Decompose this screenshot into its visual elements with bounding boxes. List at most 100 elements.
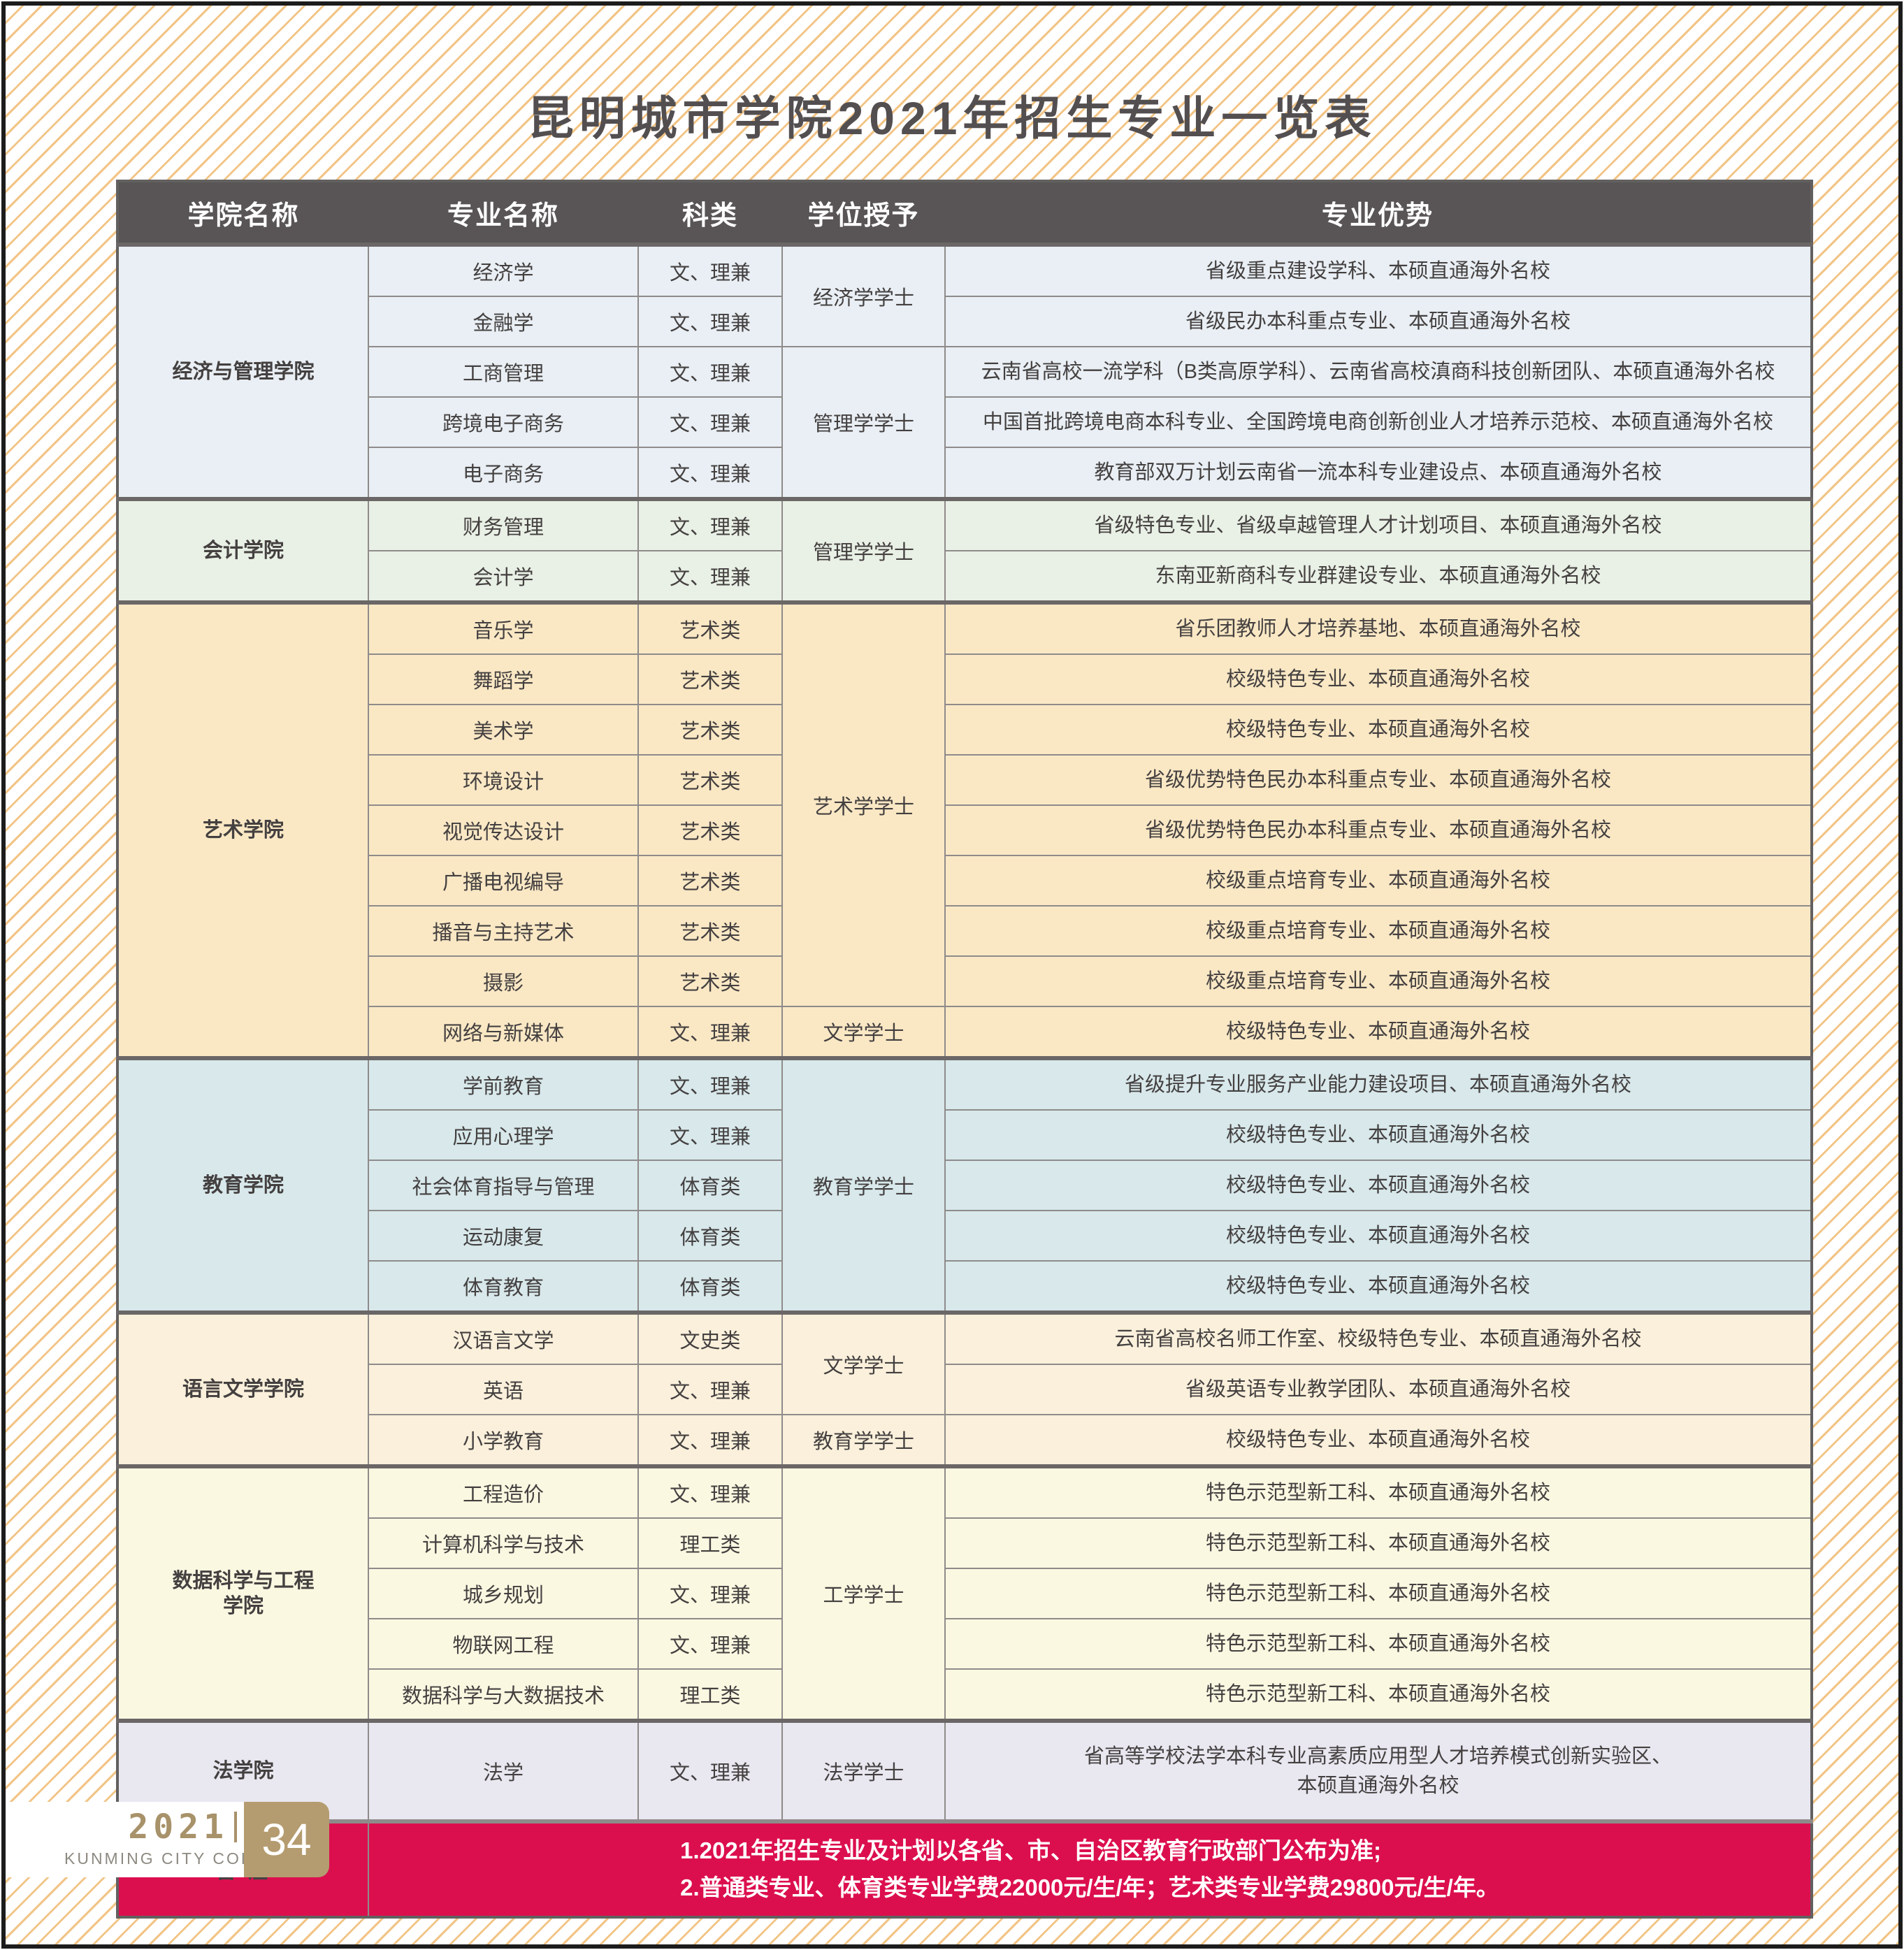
college-cell: 艺术学院 bbox=[117, 600, 369, 1059]
advantage-cell: 省级英语专业教学团队、本硕直通海外名校 bbox=[944, 1364, 1812, 1415]
table-row: 广播电视编导 艺术类 校级重点培育专业、本硕直通海外名校 bbox=[117, 855, 1812, 907]
table-row: 数据科学与大数据技术 理工类 特色示范型新工科、本硕直通海外名校 bbox=[117, 1668, 1812, 1721]
major-cell: 财务管理 bbox=[368, 497, 639, 551]
advantage-cell: 省级优势特色民办本科重点专业、本硕直通海外名校 bbox=[944, 754, 1812, 806]
remark-text: 1.2021年招生专业及计划以各省、市、自治区教育行政部门公布为准; 2.普通类… bbox=[680, 1833, 1499, 1907]
college-cell: 语言文学学院 bbox=[117, 1310, 369, 1467]
major-cell: 应用心理学 bbox=[368, 1109, 639, 1161]
category-cell: 艺术类 bbox=[637, 955, 783, 1007]
advantage-cell: 校级重点培育专业、本硕直通海外名校 bbox=[944, 855, 1812, 907]
category-cell: 文、理兼 bbox=[637, 1109, 783, 1161]
advantage-cell: 校级特色专业、本硕直通海外名校 bbox=[944, 1260, 1812, 1313]
category-cell: 艺术类 bbox=[637, 905, 783, 957]
major-cell: 播音与主持艺术 bbox=[368, 905, 639, 957]
college-cell: 数据科学与工程 学院 bbox=[117, 1464, 369, 1721]
major-cell: 物联网工程 bbox=[368, 1618, 639, 1670]
college-cell: 经济与管理学院 bbox=[117, 243, 369, 500]
advantage-cell: 教育部双万计划云南省一流本科专业建设点、本硕直通海外名校 bbox=[944, 447, 1812, 500]
degree-cell: 管理学学士 bbox=[781, 497, 946, 603]
advantage-cell: 东南亚新商科专业群建设专业、本硕直通海外名校 bbox=[944, 550, 1812, 603]
table-row: 体育教育 体育类 校级特色专业、本硕直通海外名校 bbox=[117, 1260, 1812, 1313]
table-row: 语言文学学院 汉语言文学 文史类 文学学士 云南省高校名师工作室、校级特色专业、… bbox=[117, 1310, 1812, 1467]
major-cell: 舞蹈学 bbox=[368, 653, 639, 705]
category-cell: 文、理兼 bbox=[637, 1414, 783, 1467]
major-cell: 法学 bbox=[368, 1719, 639, 1822]
degree-cell: 管理学学士 bbox=[781, 346, 946, 500]
table-row: 美术学 艺术类 校级特色专业、本硕直通海外名校 bbox=[117, 704, 1812, 756]
advantage-cell: 校级特色专业、本硕直通海外名校 bbox=[944, 1414, 1812, 1467]
major-cell: 音乐学 bbox=[368, 600, 639, 655]
table-row: 视觉传达设计 艺术类 省级优势特色民办本科重点专业、本硕直通海外名校 bbox=[117, 804, 1812, 856]
major-cell: 跨境电子商务 bbox=[368, 396, 639, 448]
table-row: 跨境电子商务 文、理兼 中国首批跨境电商本科专业、全国跨境电商创新创业人才培养示… bbox=[117, 396, 1812, 448]
category-cell: 体育类 bbox=[637, 1160, 783, 1211]
advantage-cell: 中国首批跨境电商本科专业、全国跨境电商创新创业人才培养示范校、本硕直通海外名校 bbox=[944, 396, 1812, 448]
table-row: 计算机科学与技术 理工类 特色示范型新工科、本硕直通海外名校 bbox=[117, 1517, 1812, 1569]
logo-divider bbox=[234, 1812, 237, 1842]
category-cell: 艺术类 bbox=[637, 704, 783, 756]
major-cell: 金融学 bbox=[368, 296, 639, 347]
table-row: 应用心理学 文、理兼 校级特色专业、本硕直通海外名校 bbox=[117, 1109, 1812, 1161]
major-cell: 城乡规划 bbox=[368, 1568, 639, 1619]
advantage-cell: 特色示范型新工科、本硕直通海外名校 bbox=[944, 1668, 1812, 1721]
major-cell: 数据科学与大数据技术 bbox=[368, 1668, 639, 1721]
table-row: 环境设计 艺术类 省级优势特色民办本科重点专业、本硕直通海外名校 bbox=[117, 754, 1812, 806]
category-cell: 体育类 bbox=[637, 1210, 783, 1262]
remark-line-1: 1.2021年招生专业及计划以各省、市、自治区教育行政部门公布为准; bbox=[680, 1837, 1382, 1864]
table-row: 电子商务 文、理兼 教育部双万计划云南省一流本科专业建设点、本硕直通海外名校 bbox=[117, 447, 1812, 500]
major-cell: 运动康复 bbox=[368, 1210, 639, 1262]
advantage-cell: 省级提升专业服务产业能力建设项目、本硕直通海外名校 bbox=[944, 1056, 1812, 1111]
advantage-cell: 云南省高校名师工作室、校级特色专业、本硕直通海外名校 bbox=[944, 1310, 1812, 1365]
category-cell: 艺术类 bbox=[637, 855, 783, 907]
advantage-cell: 校级特色专业、本硕直通海外名校 bbox=[944, 1160, 1812, 1211]
table-row: 教育学院 学前教育 文、理兼 教育学学士 省级提升专业服务产业能力建设项目、本硕… bbox=[117, 1056, 1812, 1313]
degree-cell: 法学学士 bbox=[781, 1719, 946, 1822]
degree-cell: 教育学学士 bbox=[781, 1056, 946, 1313]
table-row: 摄影 艺术类 校级重点培育专业、本硕直通海外名校 bbox=[117, 955, 1812, 1007]
advantage-cell: 云南省高校一流学科（B类高原学科）、云南省高校滇商科技创新团队、本硕直通海外名校 bbox=[944, 346, 1812, 398]
advantage-cell: 校级特色专业、本硕直通海外名校 bbox=[944, 1006, 1812, 1059]
page-number-badge: 34 bbox=[244, 1802, 329, 1877]
table-row: 数据科学与工程 学院 工程造价 文、理兼 工学学士 特色示范型新工科、本硕直通海… bbox=[117, 1464, 1812, 1721]
degree-cell: 文学学士 bbox=[781, 1006, 946, 1059]
table-row: 小学教育 文、理兼 教育学学士 校级特色专业、本硕直通海外名校 bbox=[117, 1414, 1812, 1467]
category-cell: 体育类 bbox=[637, 1260, 783, 1313]
footer-year: 2021 bbox=[128, 1807, 229, 1847]
header-category: 科类 bbox=[681, 201, 738, 231]
category-cell: 理工类 bbox=[637, 1668, 783, 1721]
remark-row: 备 注 1.2021年招生专业及计划以各省、市、自治区教育行政部门公布为准; 2… bbox=[117, 1819, 1812, 1918]
advantage-cell: 省级特色专业、省级卓越管理人才计划项目、本硕直通海外名校 bbox=[944, 497, 1812, 551]
advantage-cell: 校级特色专业、本硕直通海外名校 bbox=[944, 1210, 1812, 1262]
category-cell: 文、理兼 bbox=[637, 1618, 783, 1670]
category-cell: 文、理兼 bbox=[637, 1719, 783, 1822]
category-cell: 文、理兼 bbox=[637, 497, 783, 551]
table-row: 金融学 文、理兼 省级民办本科重点专业、本硕直通海外名校 bbox=[117, 296, 1812, 347]
table-row: 英语 文、理兼 省级英语专业教学团队、本硕直通海外名校 bbox=[117, 1364, 1812, 1415]
remark-line-2: 2.普通类专业、体育类专业学费22000元/生/年；艺术类专业学费29800元/… bbox=[680, 1875, 1499, 1900]
table-row: 社会体育指导与管理 体育类 校级特色专业、本硕直通海外名校 bbox=[117, 1160, 1812, 1211]
table-row: 经济与管理学院 经济学 文、理兼 经济学学士 省级重点建设学科、本硕直通海外名校 bbox=[117, 243, 1812, 500]
college-cell: 教育学院 bbox=[117, 1056, 369, 1313]
table-row: 艺术学院 音乐学 艺术类 艺术学学士 省乐团教师人才培养基地、本硕直通海外名校 bbox=[117, 600, 1812, 1059]
college-cell: 会计学院 bbox=[117, 497, 369, 603]
degree-cell: 文学学士 bbox=[781, 1310, 946, 1415]
table-row: 工商管理 文、理兼 管理学学士 云南省高校一流学科（B类高原学科）、云南省高校滇… bbox=[117, 346, 1812, 500]
category-cell: 文、理兼 bbox=[637, 550, 783, 603]
advantage-cell: 省高等学校法学本科专业高素质应用型人才培养模式创新实验区、 本硕直通海外名校 bbox=[944, 1719, 1812, 1822]
category-cell: 艺术类 bbox=[637, 653, 783, 705]
category-cell: 文、理兼 bbox=[637, 296, 783, 347]
advantage-cell: 校级特色专业、本硕直通海外名校 bbox=[944, 653, 1812, 705]
major-cell: 学前教育 bbox=[368, 1056, 639, 1111]
category-cell: 文、理兼 bbox=[637, 1364, 783, 1415]
page-number: 34 bbox=[261, 1814, 312, 1865]
remark-body: 1.2021年招生专业及计划以各省、市、自治区教育行政部门公布为准; 2.普通类… bbox=[368, 1819, 1812, 1918]
major-cell: 环境设计 bbox=[368, 754, 639, 806]
advantage-cell: 省乐团教师人才培养基地、本硕直通海外名校 bbox=[944, 600, 1812, 655]
table-row: 网络与新媒体 文、理兼 文学学士 校级特色专业、本硕直通海外名校 bbox=[117, 1006, 1812, 1059]
category-cell: 艺术类 bbox=[637, 754, 783, 806]
table-row: 城乡规划 文、理兼 特色示范型新工科、本硕直通海外名校 bbox=[117, 1568, 1812, 1619]
major-cell: 摄影 bbox=[368, 955, 639, 1007]
advantage-cell: 省级优势特色民办本科重点专业、本硕直通海外名校 bbox=[944, 804, 1812, 856]
major-cell: 广播电视编导 bbox=[368, 855, 639, 907]
category-cell: 艺术类 bbox=[637, 804, 783, 856]
